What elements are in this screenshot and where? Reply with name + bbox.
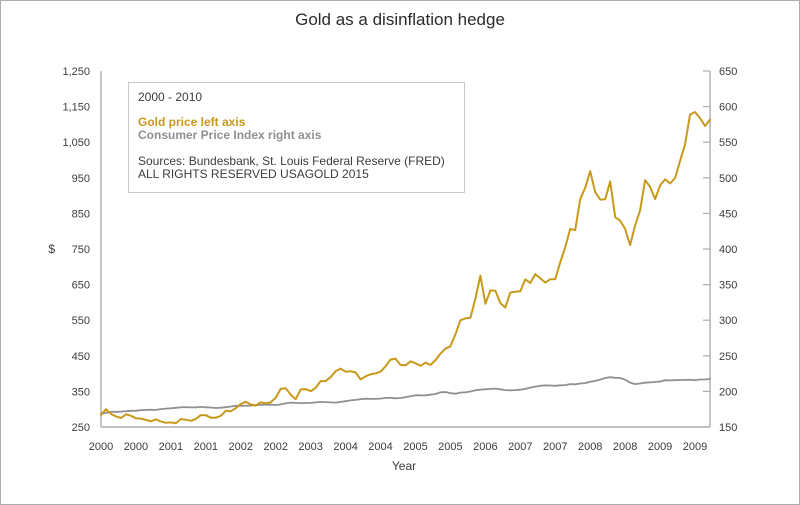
left-axis-tick-label: 250 [72, 422, 90, 434]
x-axis-tick-label: 2005 [438, 441, 462, 453]
right-axis-tick-label: 650 [719, 66, 737, 78]
legend-sources-label: Sources: Bundesbank, St. Louis Federal R… [138, 154, 445, 168]
x-axis-tick-label: 2002 [229, 441, 253, 453]
right-axis-tick-label: 600 [719, 102, 737, 114]
x-axis-tick-label: 2002 [263, 441, 287, 453]
right-axis-tick-label: 300 [719, 315, 737, 327]
x-axis-tick-label: 2005 [403, 441, 427, 453]
right-axis-tick-label: 350 [719, 280, 737, 292]
right-axis-tick-label: 550 [719, 137, 737, 149]
right-axis-tick-label: 450 [719, 208, 737, 220]
x-axis-tick-label: 2001 [159, 441, 183, 453]
right-axis-tick-label: 400 [719, 244, 737, 256]
x-axis-tick-label: 2009 [648, 441, 672, 453]
x-axis-tick-label: 2004 [368, 441, 392, 453]
left-axis-tick-label: 1,050 [62, 137, 90, 149]
left-axis-tick-label: 1,250 [62, 66, 90, 78]
chart-legend: 2000 - 2010 Gold price left axis Consume… [128, 82, 465, 193]
legend-rights-label: ALL RIGHTS RESERVED USAGOLD 2015 [138, 167, 369, 181]
left-axis-tick-label: 850 [72, 208, 90, 220]
x-axis-tick-label: 2008 [613, 441, 637, 453]
x-axis-tick-label: 2006 [473, 441, 497, 453]
x-axis-tick-label: 2007 [508, 441, 532, 453]
x-axis-tick-label: 2007 [543, 441, 567, 453]
left-axis-tick-label: 450 [72, 351, 90, 363]
cpi-line [100, 376, 711, 415]
left-axis-tick-label: 350 [72, 386, 90, 398]
right-axis-tick-label: 150 [719, 422, 737, 434]
chart-title: Gold as a disinflation hedge [295, 10, 505, 29]
x-axis-tick-label: 2008 [578, 441, 602, 453]
right-axis-tick-label: 250 [719, 351, 737, 363]
x-axis-tick-label: 2001 [194, 441, 218, 453]
right-axis-tick-label: 200 [719, 386, 737, 398]
x-axis-tick-label: 2004 [333, 441, 357, 453]
x-axis-tick-label: 2000 [124, 441, 148, 453]
x-axis-title: Year [391, 459, 417, 473]
x-axis-tick-label: 2009 [683, 441, 707, 453]
x-axis-tick-label: 2000 [89, 441, 113, 453]
left-axis-tick-label: 950 [72, 173, 90, 185]
legend-period-label: 2000 - 2010 [138, 90, 203, 104]
left-axis-unit-label: $ [48, 242, 55, 256]
right-axis-tick-label: 500 [719, 173, 737, 185]
left-axis-tick-label: 650 [72, 280, 90, 292]
left-axis-tick-label: 550 [72, 315, 90, 327]
gold-price-line [100, 111, 711, 425]
left-axis-tick-label: 750 [72, 244, 90, 256]
left-axis-tick-label: 1,150 [62, 102, 90, 114]
legend-cpi-series-label: Consumer Price Index right axis [138, 128, 322, 142]
x-axis-tick-label: 2003 [298, 441, 322, 453]
legend-gold-series-label: Gold price left axis [138, 115, 246, 129]
